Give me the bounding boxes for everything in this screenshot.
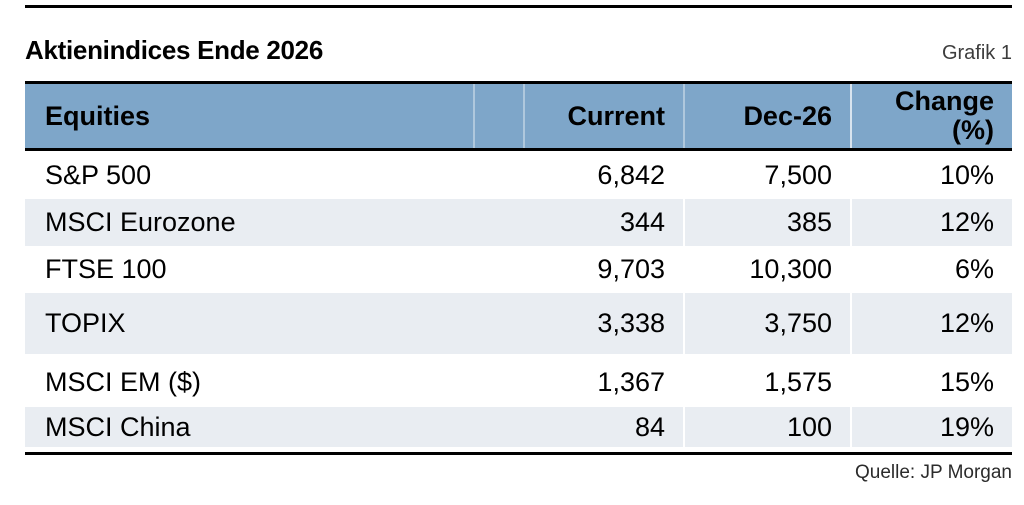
cell-dec26: 10,300: [683, 246, 850, 293]
cell-change: 6%: [850, 246, 1012, 293]
cell-current: 344: [619, 207, 665, 237]
cell-index-name: S&P 500: [45, 159, 152, 190]
table-row-msci-eurozone: MSCI Eurozone 344 385 12%: [25, 199, 1012, 246]
cell-dec26: 100: [683, 407, 850, 447]
cell-index-name: FTSE 100: [45, 254, 167, 284]
table-row-msci-china: MSCI China 84 100 19%: [25, 407, 1012, 447]
table-row-ftse100: FTSE 100 9,703 10,300 6%: [25, 246, 1012, 293]
cell-spacer: [473, 293, 523, 354]
top-rule: [25, 5, 1012, 8]
table-row-sp500: S&P 500 6,842 7,500 10%: [25, 151, 1012, 199]
cell-dec26: 7,500: [683, 151, 850, 199]
cell-dec26: 3,750: [683, 293, 850, 354]
col-header-equities: Equities: [45, 100, 151, 131]
cell-index-name: TOPIX: [45, 308, 126, 338]
cell-change: 19%: [850, 407, 1012, 447]
figure-title: Aktienindices Ende 2026: [25, 35, 324, 65]
cell-spacer: [473, 246, 523, 293]
cell-index-name: MSCI China: [45, 411, 191, 442]
cell-change: 15%: [850, 358, 1012, 407]
cell-current: 84: [634, 411, 665, 442]
cell-spacer: [473, 358, 523, 407]
cell-spacer: [473, 407, 523, 447]
col-header-dec26: Dec-26: [683, 84, 850, 148]
table-row-topix: TOPIX 3,338 3,750 12%: [25, 293, 1012, 354]
cell-spacer: [473, 199, 523, 246]
table-header-row: Equities Current Dec-26 Change (%): [25, 84, 1012, 151]
cell-change: 12%: [850, 293, 1012, 354]
col-header-change-line1: Change: [894, 86, 994, 117]
figure-number: Grafik 1: [941, 42, 1012, 64]
row-gap: [25, 354, 1012, 358]
cell-current: 6,842: [597, 159, 665, 190]
col-header-spacer: [473, 84, 523, 148]
table-row-msci-em: MSCI EM ($) 1,367 1,575 15%: [25, 358, 1012, 407]
cell-dec26: 385: [683, 199, 850, 246]
cell-change: 12%: [850, 199, 1012, 246]
cell-current: 1,367: [597, 367, 665, 397]
cell-dec26: 1,575: [683, 358, 850, 407]
cell-current: 3,338: [597, 308, 665, 338]
col-header-change-line2: (%): [952, 115, 994, 145]
col-header-change: Change (%): [850, 84, 1012, 148]
title-row: Aktienindices Ende 2026 Grafik 1: [25, 36, 1012, 65]
cell-change: 10%: [850, 151, 1012, 199]
cell-current: 9,703: [597, 254, 665, 284]
cell-index-name: MSCI EM ($): [45, 367, 202, 397]
source-note: Quelle: JP Morgan: [854, 462, 1012, 483]
row-gap: [25, 447, 1012, 452]
col-header-current: Current: [523, 84, 683, 148]
equity-indices-table: Equities Current Dec-26 Change (%) S&P 5…: [25, 81, 1012, 455]
cell-index-name: MSCI Eurozone: [45, 207, 236, 237]
cell-spacer: [473, 151, 523, 199]
